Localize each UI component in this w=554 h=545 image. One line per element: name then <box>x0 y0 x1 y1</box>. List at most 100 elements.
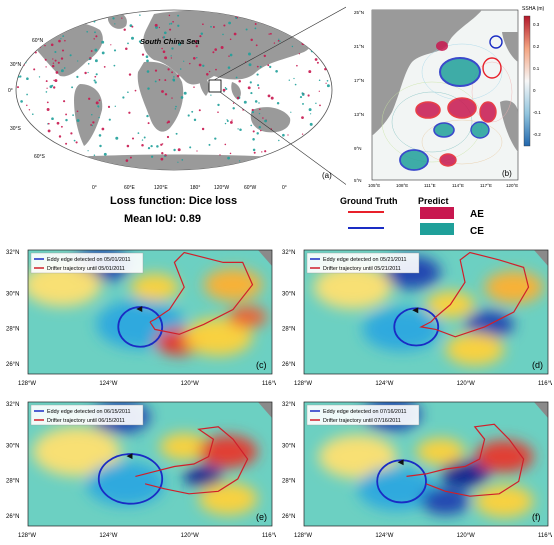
lon-label: 116°W <box>262 381 276 387</box>
drift-arrow <box>397 459 404 466</box>
cbar-tick-4: -0.1 <box>533 110 541 115</box>
zoom-lat-9: 9°N <box>354 146 362 151</box>
cbar-tick-0: 0.3 <box>533 22 540 27</box>
panel-c: Eddy edge detected on 05/01/2011 Drifter … <box>4 246 280 388</box>
cbar-tick-3: 0 <box>533 88 536 93</box>
lat-label: 26°N <box>282 514 295 520</box>
panel-label: (d) <box>532 360 543 370</box>
eddy-legend-text: Eddy edge detected on 07/16/2011 <box>323 409 407 415</box>
world-lat-60s: 60°S <box>34 154 46 160</box>
sst-field <box>28 402 272 526</box>
lat-label: 28°N <box>282 479 295 485</box>
world-lon-120w: 120°W <box>214 185 229 191</box>
panel-label-a: (a) <box>322 171 332 180</box>
drifter-trajectory <box>419 251 530 338</box>
zoom-lat-21: 21°N <box>354 44 364 49</box>
zoom-lat-5: 5°N <box>354 178 362 183</box>
lat-label: 26°N <box>6 362 19 368</box>
lat-label: 32°N <box>282 250 295 256</box>
lon-label: 120°W <box>181 381 199 387</box>
world-lon-0a: 0° <box>92 185 97 191</box>
world-lat-60n: 60°N <box>32 38 44 44</box>
lat-label: 26°N <box>282 362 295 368</box>
drift-arrow <box>412 307 419 314</box>
lon-label: 128°W <box>18 533 36 539</box>
world-lon-120e: 120°E <box>154 185 168 191</box>
eddy-legend-text: Eddy edge detected on 05/01/2011 <box>47 257 131 263</box>
zoom-lon-105: 105°E <box>368 183 380 188</box>
world-lon-60e: 60°E <box>124 185 136 191</box>
world-lon-0b: 0° <box>282 185 287 191</box>
drifter-legend-text: Drifter trajectory until 05/21/2011 <box>323 266 401 272</box>
panel-f: Eddy edge detected on 07/16/2011 Drifter … <box>280 398 554 540</box>
colorbar-title: SSHA (m) <box>522 6 545 12</box>
eddy-legend-text: Eddy edge detected on 05/21/2011 <box>323 257 407 263</box>
world-lon-180: 180° <box>190 185 200 191</box>
legend-area: Loss function: Dice loss Mean IoU: 0.89 … <box>110 195 484 237</box>
miou-text: Mean IoU: 0.89 <box>124 213 201 225</box>
panel-legend: Eddy edge detected on 06/15/2011 Drifter … <box>30 404 144 426</box>
drifter-legend-text: Drifter trajectory until 05/01/2011 <box>47 266 125 272</box>
lat-label: 26°N <box>6 514 19 520</box>
drift-arrow <box>126 453 133 460</box>
zoom-lon-120: 120°E <box>506 183 518 188</box>
ae-label: AE <box>470 209 484 220</box>
world-lat-30s: 30°S <box>10 126 22 132</box>
eddy-legend-text: Eddy edge detected on 06/15/2011 <box>47 409 131 415</box>
lat-label: 28°N <box>282 327 295 333</box>
zoom-lon-111: 111°E <box>424 183 436 188</box>
lat-label: 28°N <box>6 327 19 333</box>
lat-label: 32°N <box>282 402 295 408</box>
drift-arrow <box>136 306 143 313</box>
ground-truth-label: Ground Truth <box>340 196 398 206</box>
zoom-lat-17: 17°N <box>354 78 364 83</box>
drifter-trajectory <box>149 251 254 335</box>
lon-label: 124°W <box>99 381 117 387</box>
region-label: South China Sea <box>140 37 200 46</box>
drifter-trajectory <box>406 423 525 497</box>
zoom-eddies <box>399 35 503 171</box>
lon-label: 124°W <box>375 381 393 387</box>
ce-label: CE <box>470 226 484 237</box>
panel-label-b: (b) <box>502 169 512 178</box>
lon-label: 128°W <box>294 381 312 387</box>
lon-label: 120°W <box>457 533 475 539</box>
panel-d: Eddy edge detected on 05/21/2011 Drifter … <box>280 246 554 388</box>
lon-label: 116°W <box>262 533 276 539</box>
eddy-edge <box>97 453 164 505</box>
zoom-lon-114: 114°E <box>452 183 464 188</box>
panel-label: (f) <box>532 512 541 522</box>
zoom-lon-117: 117°E <box>480 183 492 188</box>
cbar-tick-2: 0.1 <box>533 66 540 71</box>
lon-label: 120°W <box>181 533 199 539</box>
panel-label: (c) <box>256 360 267 370</box>
eddy-edge <box>393 307 440 347</box>
drifter-legend-text: Drifter trajectory until 07/16/2011 <box>323 418 401 424</box>
region-box <box>208 79 222 93</box>
colorbar <box>523 15 531 147</box>
world-lon-60w: 60°W <box>244 185 257 191</box>
lon-label: 128°W <box>18 381 36 387</box>
eddy-edge <box>117 306 164 348</box>
lat-label: 28°N <box>6 479 19 485</box>
loss-text: Loss function: Dice loss <box>110 195 237 207</box>
lon-label: 116°W <box>538 533 552 539</box>
lat-label: 30°N <box>282 443 295 449</box>
eddy-dots <box>16 12 332 164</box>
panel-label: (e) <box>256 512 267 522</box>
world-map: South China Sea 60°N 30°N 0° 30°S 60°S 0… <box>8 6 346 191</box>
zoom-lon-108: 108°E <box>396 183 408 188</box>
lat-label: 30°N <box>6 291 19 297</box>
panel-e: Eddy edge detected on 06/15/2011 Drifter … <box>4 398 280 540</box>
predict-ce-swatch <box>420 223 454 235</box>
drifter-legend-text: Drifter trajectory until 06/15/2011 <box>47 418 125 424</box>
cbar-tick-5: -0.2 <box>533 132 541 137</box>
lon-label: 124°W <box>99 533 117 539</box>
zoom-lat-13: 13°N <box>354 112 364 117</box>
panel-legend: Eddy edge detected on 05/21/2011 Drifter … <box>306 252 420 274</box>
predict-ae-swatch <box>420 207 454 219</box>
lat-label: 32°N <box>6 250 19 256</box>
lat-label: 30°N <box>6 443 19 449</box>
lat-label: 32°N <box>6 402 19 408</box>
lat-label: 30°N <box>282 291 295 297</box>
